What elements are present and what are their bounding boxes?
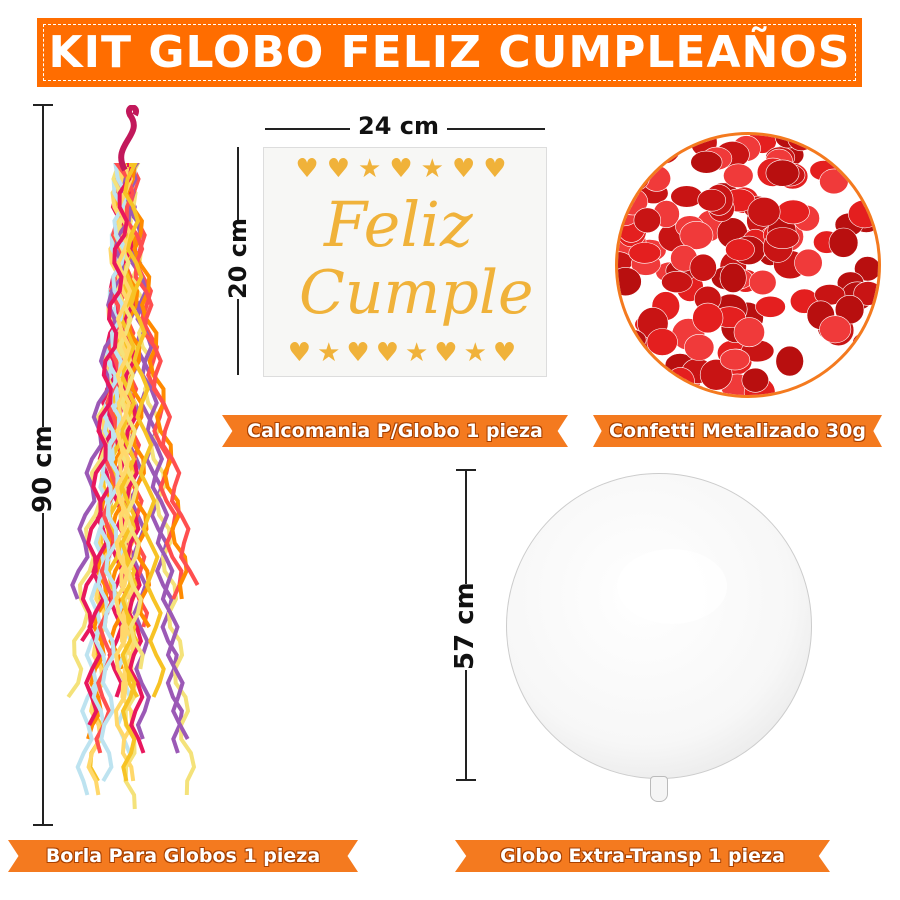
confetti-piece xyxy=(645,132,678,152)
sticker-sheet: ♥♥★♥★♥♥ Feliz Cumple ♥★♥♥★♥★♥ xyxy=(263,147,547,377)
confetti-piece xyxy=(856,356,881,378)
balloon-highlight xyxy=(617,549,727,624)
confetti-piece xyxy=(625,354,652,375)
confetti-piece xyxy=(667,367,695,396)
confetti-piece xyxy=(698,189,726,211)
confetti-piece xyxy=(720,349,750,370)
confetti-piece xyxy=(848,200,881,228)
balloon-knot xyxy=(650,776,668,802)
confetti-piece xyxy=(615,329,646,350)
confetti-piece xyxy=(691,151,722,173)
dimension-cap xyxy=(33,824,53,826)
confetti-image xyxy=(615,132,881,398)
confetti-piece xyxy=(720,263,746,292)
confetti-piece xyxy=(648,380,678,398)
balloon-size: 57 cm xyxy=(450,584,480,670)
dimension-cap xyxy=(456,779,476,781)
confetti-piece xyxy=(777,200,809,224)
confetti-piece xyxy=(818,380,850,398)
title-text: KIT GLOBO FELIZ CUMPLEAÑOS xyxy=(49,27,851,78)
confetti-piece xyxy=(629,243,661,264)
confetti-piece xyxy=(820,316,851,343)
confetti-piece xyxy=(766,228,799,249)
sticker-word-cumple: Cumple xyxy=(299,258,534,328)
confetti-piece xyxy=(643,166,671,192)
sticker-label: Calcomania P/Globo 1 pieza xyxy=(222,415,568,447)
confetti-piece xyxy=(776,346,804,376)
title-banner: KIT GLOBO FELIZ CUMPLEAÑOS xyxy=(37,18,862,87)
balloon-label: Globo Extra-Transp 1 pieza xyxy=(455,840,830,872)
confetti-piece xyxy=(734,318,765,347)
confetti-label: Confetti Metalizado 30g xyxy=(593,415,882,447)
confetti-piece xyxy=(820,169,849,194)
heart-star-row-top: ♥♥★♥★♥♥ xyxy=(264,154,546,184)
sheet-height: 20 cm xyxy=(224,223,252,299)
confetti-piece xyxy=(726,239,755,261)
confetti-piece xyxy=(853,331,882,354)
confetti-piece xyxy=(684,334,714,360)
confetti-piece xyxy=(693,303,723,333)
tassel-loop xyxy=(121,108,136,171)
confetti-piece xyxy=(843,345,875,373)
confetti-piece xyxy=(756,296,786,317)
confetti-piece xyxy=(723,164,753,188)
confetti-piece xyxy=(822,370,851,396)
confetti-piece xyxy=(649,135,676,155)
confetti-piece xyxy=(829,228,858,257)
confetti-piece xyxy=(682,385,708,399)
confetti-piece xyxy=(690,254,717,281)
confetti-piece xyxy=(615,161,640,189)
confetti-piece xyxy=(623,164,650,191)
confetti-piece xyxy=(637,132,669,154)
dimension-cap xyxy=(456,469,476,471)
confetti-piece xyxy=(748,197,780,226)
confetti-piece xyxy=(662,271,693,292)
confetti-piece xyxy=(647,329,678,356)
confetti-piece xyxy=(634,208,661,233)
confetti-piece xyxy=(795,249,823,277)
tassel-image xyxy=(55,105,205,830)
tassel-length: 90 cm xyxy=(28,427,58,513)
confetti-piece xyxy=(834,366,863,397)
heart-star-row-bottom: ♥★♥♥★♥★♥ xyxy=(264,338,546,368)
confetti-piece xyxy=(749,270,776,295)
sticker-word-feliz: Feliz xyxy=(324,188,473,261)
tassel-label: Borla Para Globos 1 pieza xyxy=(8,840,358,872)
confetti-piece xyxy=(647,132,681,164)
sheet-width: 24 cm xyxy=(350,112,447,140)
confetti-piece xyxy=(851,132,880,147)
balloon-image xyxy=(506,473,812,779)
confetti-piece xyxy=(615,378,635,398)
dimension-cap xyxy=(33,104,53,106)
confetti-piece xyxy=(742,368,769,392)
confetti-piece xyxy=(766,160,799,186)
